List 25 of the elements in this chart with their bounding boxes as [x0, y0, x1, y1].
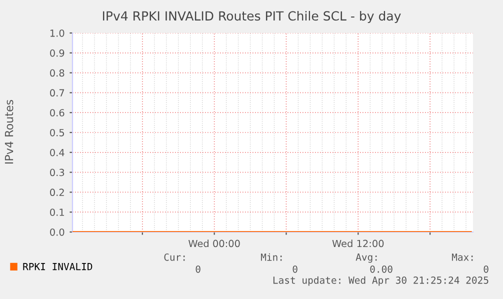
y-tick-label: 0.2 — [50, 188, 64, 196]
y-tick-label: 0.1 — [50, 208, 64, 216]
y-tick-label: 0.6 — [50, 109, 64, 116]
text: 0 — [484, 265, 488, 273]
y-tick-label: 1.0 — [50, 29, 64, 37]
text: Min: — [260, 253, 282, 261]
y-tick-label: 0.8 — [50, 69, 64, 77]
text: Max: — [452, 254, 473, 261]
x-tick-label: Wed 00:00 — [188, 240, 240, 248]
text: Avg: — [356, 254, 377, 263]
text: Cur: — [164, 253, 185, 261]
text: 0 — [292, 265, 298, 273]
chart-title: IPv4 RPKI INVALID Routes PIT Chile SCL - by day — [102, 10, 401, 24]
text: 0 — [196, 265, 200, 273]
x-tick-label: Wed 12:00 — [332, 240, 384, 248]
y-tick-label: 0.5 — [50, 128, 64, 136]
text: 0.00 — [370, 265, 392, 273]
y-tick-label: 0.9 — [50, 49, 64, 57]
legend-label: RPKI INVALID — [23, 263, 92, 270]
y-tick-label: 0.0 — [50, 228, 64, 236]
y-axis-title: IPv4 Routes — [4, 100, 14, 164]
y-tick-label: 0.4 — [50, 148, 64, 156]
y-tick-label: 0.7 — [50, 89, 64, 97]
y-tick-label: 0.3 — [50, 168, 64, 176]
text: Last update: Wed Apr 30 21:25:24 2025 — [273, 276, 488, 286]
